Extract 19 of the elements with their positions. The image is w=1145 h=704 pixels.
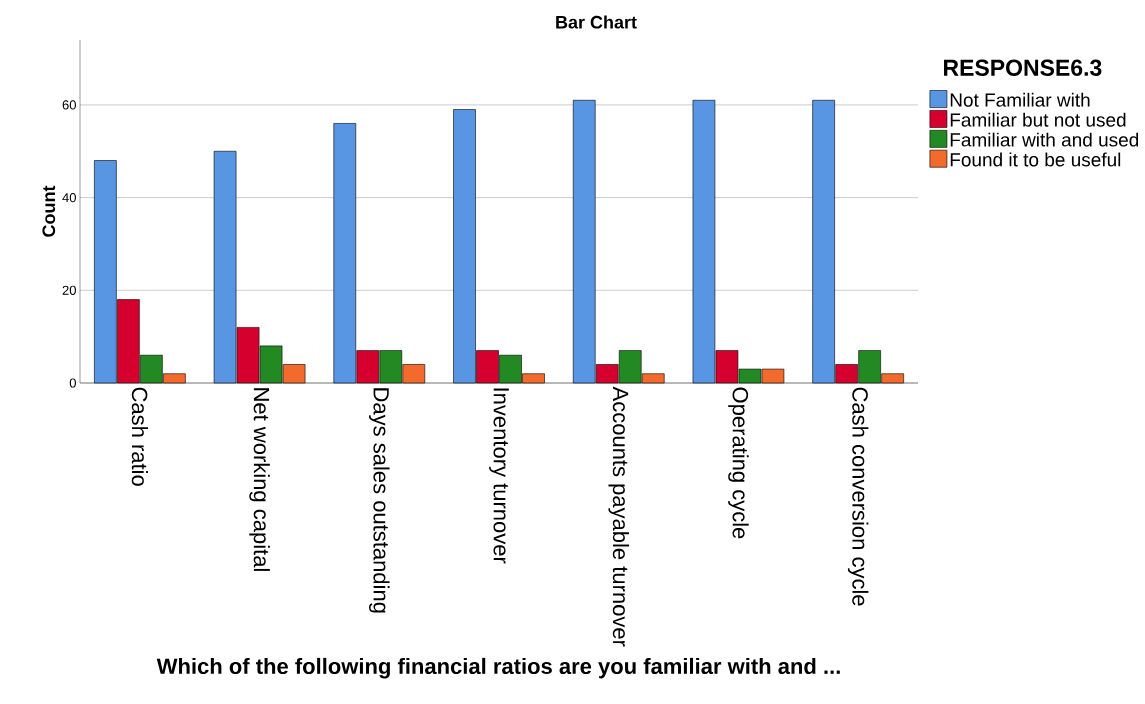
y-axis-title: Count [42, 185, 56, 237]
y-tick-label: 60 [62, 100, 76, 110]
legend-label: Not Familiar with [950, 92, 1090, 107]
chart-title: Bar Chart [556, 15, 637, 29]
y-tick-label: 20 [62, 285, 76, 295]
x-tick-label: Inventory turnover [489, 388, 509, 564]
y-tick-label: 40 [62, 192, 76, 203]
x-tick-label: Operating cycle [728, 387, 749, 539]
x-tick-label: Cash ratio [131, 387, 148, 486]
legend-title: RESPONSE6.3 [944, 59, 1102, 76]
x-tick-label: Cash conversion cycle [847, 387, 869, 606]
x-tick-label: Days sales outstanding [369, 388, 390, 613]
x-tick-label: Net working capital [249, 388, 270, 571]
legend-label: Found it to be useful [950, 152, 1121, 167]
legend-label: Familiar but not used [950, 112, 1126, 127]
y-tick-label: 0 [69, 378, 76, 388]
x-tick-label: Accounts payable turnover [608, 386, 629, 647]
legend-label: Familiar with and used [950, 132, 1139, 147]
x-axis-title: Which of the following financial ratios are you familiar with and ... [156, 657, 840, 679]
